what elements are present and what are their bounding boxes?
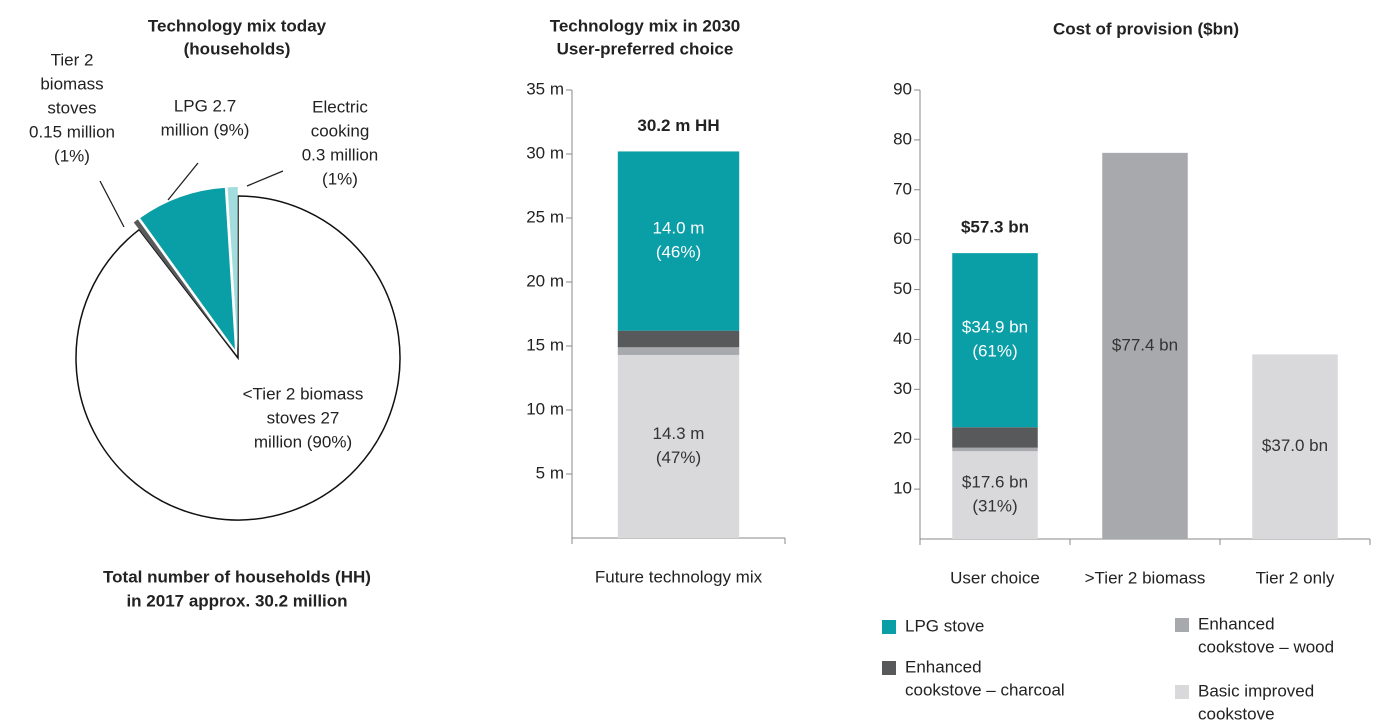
- pie-slice: [140, 187, 235, 350]
- legend-label: cookstove – charcoal: [905, 680, 1065, 699]
- leader-line: [167, 162, 199, 201]
- slice-label: Tier 2: [51, 50, 94, 69]
- x-tick-label: >Tier 2 biomass: [1085, 568, 1206, 587]
- y-tick-label: 20: [893, 429, 912, 448]
- legend-label: Enhanced: [1198, 614, 1275, 633]
- pie-slice: [133, 219, 233, 351]
- y-tick-label: 5 m: [536, 463, 564, 482]
- slice-label: (1%): [322, 169, 358, 188]
- chart-title: User-preferred choice: [557, 39, 734, 58]
- pie-slice: [75, 195, 401, 521]
- footnote: in 2017 approx. 30.2 million: [126, 591, 347, 610]
- pie-slice: [227, 187, 238, 350]
- y-tick-label: 10 m: [526, 399, 564, 418]
- slice-label: <Tier 2 biomass: [243, 384, 364, 403]
- bar-segment: [1102, 152, 1188, 540]
- bar-segment: [617, 151, 740, 331]
- legend-label: LPG stove: [905, 616, 984, 635]
- bar-segment: [952, 451, 1038, 539]
- value-label: $77.4 bn: [1112, 335, 1178, 354]
- slice-label: stoves: [47, 98, 96, 117]
- bar-segment: [617, 347, 740, 355]
- slice-label: million (90%): [254, 432, 352, 451]
- chart-title: Technology mix in 2030: [550, 16, 741, 35]
- slice-label: cooking: [311, 121, 370, 140]
- leader-line: [246, 170, 284, 187]
- legend-swatch: [1175, 685, 1189, 699]
- total-label: 30.2 m HH: [637, 116, 719, 135]
- y-tick-label: 25 m: [526, 207, 564, 226]
- value-label: (47%): [656, 448, 701, 467]
- bar-segment: [952, 253, 1038, 428]
- slice-label: million (9%): [161, 120, 250, 139]
- y-tick-label: 80: [893, 129, 912, 148]
- y-tick-label: 90: [893, 79, 912, 98]
- y-tick-label: 30: [893, 379, 912, 398]
- y-tick-label: 10: [893, 479, 912, 498]
- legend-label: Basic improved: [1198, 681, 1314, 700]
- value-label: 14.3 m: [653, 424, 705, 443]
- value-label: (46%): [656, 243, 701, 262]
- y-tick-label: 60: [893, 229, 912, 248]
- leader-line: [99, 180, 125, 228]
- slice-label: (1%): [54, 146, 90, 165]
- y-tick-label: 30 m: [526, 143, 564, 162]
- total-label: $57.3 bn: [961, 218, 1029, 237]
- slice-label: LPG 2.7: [174, 96, 236, 115]
- chart-title: Technology mix today: [148, 16, 327, 35]
- x-tick-label: Tier 2 only: [1256, 568, 1335, 587]
- y-tick-label: 70: [893, 179, 912, 198]
- legend-label: cookstove: [1198, 704, 1275, 723]
- slice-label: stoves 27: [267, 408, 340, 427]
- bar-segment: [1252, 354, 1338, 539]
- bar-segment: [952, 427, 1038, 448]
- value-label: 14.0 m: [653, 219, 705, 238]
- bar-segment: [617, 330, 740, 348]
- y-tick-label: 40: [893, 329, 912, 348]
- chart-title: (households): [184, 39, 291, 58]
- legend-label: Enhanced: [905, 657, 982, 676]
- chart-title: Cost of provision ($bn): [1053, 19, 1239, 38]
- value-label: $34.9 bn: [962, 318, 1028, 337]
- slice-label: biomass: [40, 74, 103, 93]
- y-tick-label: 35 m: [526, 79, 564, 98]
- x-tick-label: Future technology mix: [595, 567, 763, 586]
- footnote: Total number of households (HH): [103, 567, 371, 586]
- legend-swatch: [882, 620, 896, 634]
- value-label: (61%): [972, 342, 1017, 361]
- slice-label: 0.3 million: [302, 145, 379, 164]
- legend-label: cookstove – wood: [1198, 637, 1334, 656]
- value-label: $37.0 bn: [1262, 436, 1328, 455]
- x-tick-label: User choice: [950, 568, 1040, 587]
- value-label: $17.6 bn: [962, 473, 1028, 492]
- y-tick-label: 20 m: [526, 271, 564, 290]
- bar-segment: [952, 447, 1038, 452]
- y-tick-label: 15 m: [526, 335, 564, 354]
- slice-label: Electric: [312, 97, 368, 116]
- value-label: (31%): [972, 497, 1017, 516]
- legend-swatch: [882, 661, 896, 675]
- y-tick-label: 50: [893, 279, 912, 298]
- slice-label: 0.15 million: [29, 122, 115, 141]
- legend-swatch: [1175, 618, 1189, 632]
- bar-segment: [617, 354, 740, 538]
